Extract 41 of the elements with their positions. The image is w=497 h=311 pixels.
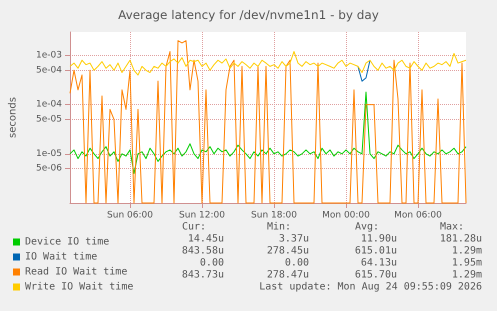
- text: 1.95m: [452, 258, 482, 268]
- chart-title: Average latency for /dev/nvme1n1 - by day: [118, 8, 379, 22]
- text: Max:: [440, 222, 464, 232]
- text: Min:: [267, 222, 292, 232]
- text: 615.70u: [354, 270, 397, 280]
- text: 0.00: [284, 258, 309, 268]
- text: 3.37u: [278, 234, 309, 244]
- text: 14.45u: [188, 234, 224, 244]
- x-tick-label: Sun 18:00: [251, 210, 298, 220]
- y-tick-label: 5e-04: [36, 65, 62, 76]
- y-tick-label: 5e-06: [36, 164, 62, 174]
- legend-label: IO Wait time: [25, 252, 98, 262]
- x-tick-label: Sun 06:00: [107, 210, 154, 220]
- text: 64.13u: [360, 258, 397, 268]
- text: 181.28u: [440, 234, 482, 244]
- x-tick-label: Sun 12:00: [179, 210, 226, 220]
- y-axis-title: seconds: [8, 97, 18, 138]
- x-tick-label: Mon 00:00: [322, 210, 370, 220]
- text: 615.01u: [354, 246, 397, 256]
- text: Cur:: [182, 222, 206, 232]
- text: 0.00: [200, 258, 224, 268]
- legend-label: Write IO Wait time: [25, 282, 134, 292]
- text: 11.90u: [360, 234, 397, 244]
- text: 1.29m: [452, 270, 482, 280]
- y-tick-label: 1e-04: [36, 100, 62, 110]
- text: 843.73u: [182, 270, 224, 280]
- legend-label: Device IO time: [25, 236, 110, 248]
- text: 278.47u: [266, 270, 309, 280]
- text: 278.45u: [266, 246, 309, 256]
- y-tick-label: 1e-05: [36, 148, 62, 159]
- legend-label: Read IO Wait time: [25, 266, 128, 278]
- text: Avg:: [355, 222, 380, 232]
- text: Last update: Mon Aug 24 09:55:09 2026: [259, 282, 482, 292]
- y-tick-label: 5e-05: [36, 114, 62, 124]
- y-tick-label: 1e-03: [36, 50, 62, 60]
- line-series: [70, 51, 466, 76]
- line-series: [358, 60, 370, 82]
- line-series: [70, 92, 466, 174]
- text: 1.29m: [452, 246, 482, 256]
- text: 843.58u: [182, 246, 224, 256]
- x-tick-label: Mon 06:00: [394, 210, 442, 220]
